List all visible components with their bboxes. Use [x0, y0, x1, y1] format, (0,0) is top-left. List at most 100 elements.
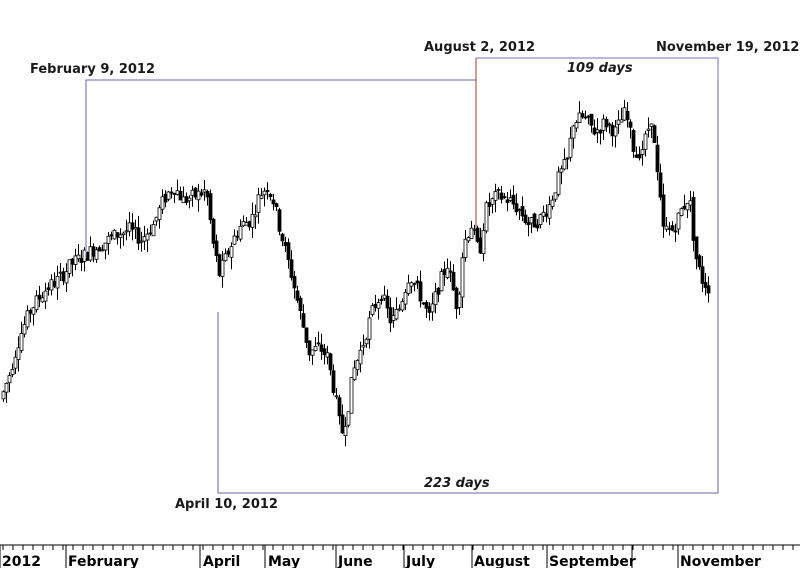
candle-body [514, 203, 519, 213]
candle-body [178, 190, 183, 201]
candle-body [187, 197, 192, 202]
candle-body [679, 208, 684, 216]
candle-body [373, 304, 378, 308]
candle-body [43, 290, 48, 302]
candle-body [349, 377, 354, 414]
candle-body [115, 232, 120, 238]
annotation-brackets [85, 57, 719, 494]
candle-body [196, 190, 201, 201]
candle-body [259, 195, 264, 199]
candle-body [184, 196, 189, 203]
candle-body [484, 202, 489, 232]
candle-body [307, 340, 312, 356]
candle-body [277, 209, 282, 232]
candle-body [58, 271, 63, 274]
candle-body [139, 240, 144, 243]
candle-body [103, 242, 108, 251]
candle-body [382, 294, 387, 299]
candle-body [313, 345, 318, 351]
candle-body [556, 171, 561, 195]
candle-body [100, 249, 105, 252]
tick-label-june: June [337, 554, 373, 568]
candle-body [289, 259, 294, 278]
candle-body [262, 190, 267, 196]
candle-body [622, 107, 627, 121]
candle-body [664, 225, 669, 230]
candle-body [127, 222, 132, 232]
candle-body [346, 411, 351, 426]
candle-body [448, 270, 453, 273]
candle-body [397, 308, 402, 311]
tick-label-may: May [268, 554, 300, 568]
candle-body [40, 297, 45, 303]
candle-body [232, 235, 237, 245]
candle-body [79, 258, 84, 263]
candle-body [634, 154, 639, 158]
candle-body [661, 194, 666, 227]
candle-body [220, 259, 225, 277]
candle-body [472, 228, 477, 231]
bracket-109-days [476, 57, 719, 80]
tick-label-2012: 2012 [2, 554, 41, 568]
candle-body [691, 196, 696, 241]
candle-body [568, 137, 573, 158]
candle-body [544, 213, 549, 217]
candles [1, 99, 711, 447]
candle-body [205, 190, 210, 198]
candle-body [10, 369, 15, 375]
candle-body [430, 303, 435, 313]
candle-body [55, 275, 60, 289]
candle-body [418, 281, 423, 302]
candle-body [469, 227, 474, 239]
candle-body [343, 425, 348, 437]
candle-body [1, 391, 6, 400]
candle-body [160, 196, 165, 210]
candle-body [325, 352, 330, 358]
candle-body [142, 236, 147, 242]
candle-body [364, 338, 369, 345]
bracket-feb9-aug2 [85, 79, 476, 258]
candle-body [487, 202, 492, 207]
candle-body [388, 307, 393, 324]
candle-body [109, 234, 114, 237]
candle-body [454, 287, 459, 310]
candle-body [697, 255, 702, 268]
candle-body [442, 269, 447, 275]
tick-label-april: April [203, 554, 240, 568]
candle-body [505, 199, 510, 203]
candle-body [199, 192, 204, 196]
candle-body [193, 187, 198, 198]
candle-body [424, 302, 429, 309]
candle-body [565, 157, 570, 160]
candle-body [217, 254, 222, 276]
candle-body [37, 294, 42, 300]
candle-body [133, 226, 138, 230]
candle-body [607, 123, 612, 126]
candle-body [292, 276, 297, 289]
candle-body [394, 308, 399, 320]
candle-body [367, 317, 372, 340]
candle-body [73, 255, 78, 265]
candle-body [481, 230, 486, 254]
candle-body [463, 238, 468, 258]
candle-body [439, 271, 444, 292]
candle-body [436, 287, 441, 295]
candle-body [682, 205, 687, 209]
candle-body [268, 194, 273, 198]
candle-body [310, 349, 315, 356]
candle-body [604, 119, 609, 128]
candle-body [562, 159, 567, 170]
candle-body [19, 333, 24, 351]
candle-body [655, 144, 660, 173]
candle-body [64, 271, 69, 284]
candle-body [613, 126, 618, 137]
candle-body [7, 375, 12, 384]
candle-body [223, 253, 228, 262]
candle-body [616, 119, 621, 125]
candle-body [496, 189, 501, 191]
candle-body [229, 246, 234, 258]
candle-body [370, 305, 375, 315]
candle-body [427, 306, 432, 313]
candle-body [628, 121, 633, 128]
